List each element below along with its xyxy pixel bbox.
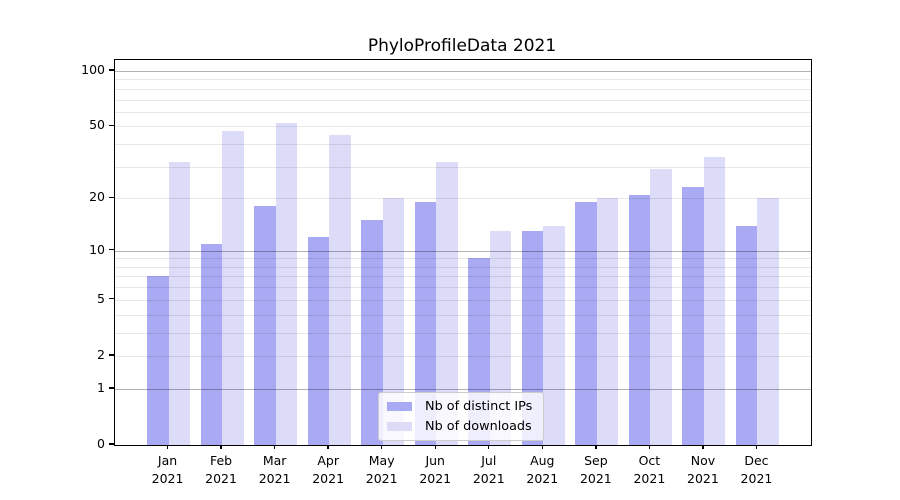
- x-tick-label: Jul 2021: [472, 453, 505, 486]
- bar-mar-ips: [254, 206, 276, 445]
- bar-may-ips: [361, 220, 383, 445]
- bar-mar-downloads: [275, 123, 298, 445]
- y-tick-label: 10: [89, 241, 105, 257]
- bar-nov-ips: [682, 187, 704, 445]
- x-tick-label: Jun 2021: [419, 453, 452, 486]
- y-tick-mark: [109, 248, 114, 251]
- y-tick-mark: [109, 69, 114, 71]
- x-tick-label: Apr 2021: [312, 453, 345, 486]
- major-gridline: [115, 70, 811, 72]
- y-tick-mark: [109, 443, 114, 445]
- minor-gridline: [115, 88, 811, 90]
- x-tick-mark: [327, 444, 329, 449]
- plot-area: Nb of distinct IPs Nb of downloads: [114, 59, 812, 446]
- x-tick-mark: [434, 444, 436, 449]
- bar-dec-downloads: [757, 198, 779, 445]
- x-tick-mark: [755, 444, 758, 449]
- x-tick-label: Oct 2021: [633, 453, 666, 486]
- minor-gridline: [115, 79, 811, 81]
- x-tick-mark: [648, 444, 651, 449]
- y-tick-label: 2: [97, 346, 105, 362]
- legend-row: Nb of distinct IPs: [387, 399, 534, 414]
- bar-oct-ips: [628, 194, 651, 445]
- bar-aug-downloads: [543, 225, 565, 445]
- y-tick-label: 0: [97, 436, 105, 451]
- y-tick-mark: [109, 354, 114, 356]
- bar-feb-downloads: [222, 131, 244, 445]
- legend-row: Nb of downloads: [387, 419, 534, 434]
- y-tick-mark: [109, 387, 114, 389]
- bar-apr-downloads: [329, 134, 351, 445]
- x-tick-label: Sep 2021: [579, 453, 612, 486]
- y-tick-mark: [109, 124, 114, 127]
- x-tick-mark: [702, 444, 704, 449]
- legend-label: Nb of distinct IPs: [425, 399, 533, 414]
- legend-swatch: [387, 422, 412, 431]
- y-tick-label: 100: [81, 61, 105, 77]
- x-tick-mark: [220, 444, 222, 449]
- minor-gridline: [115, 126, 811, 128]
- legend: Nb of distinct IPs Nb of downloads: [378, 392, 544, 441]
- bar-sep-downloads: [596, 198, 619, 445]
- x-tick-label: May 2021: [365, 453, 398, 486]
- bar-aug-ips: [521, 231, 544, 445]
- bar-sep-ips: [575, 202, 597, 445]
- x-tick-mark: [166, 444, 169, 449]
- y-tick-mark: [109, 298, 114, 300]
- y-tick-label: 1: [97, 379, 105, 395]
- minor-gridline: [115, 99, 811, 101]
- x-tick-label: Aug 2021: [526, 453, 559, 486]
- bar-jan-ips: [147, 276, 169, 445]
- x-tick-mark: [541, 444, 543, 449]
- minor-gridline: [115, 111, 811, 113]
- bar-jun-ips: [414, 202, 437, 445]
- bar-apr-ips: [307, 237, 330, 445]
- x-tick-label: Mar 2021: [258, 453, 291, 486]
- x-tick-label: Jan 2021: [151, 453, 184, 486]
- chart-title: PhyloProfileData 2021: [367, 36, 557, 56]
- legend-label: Nb of downloads: [425, 419, 532, 434]
- bar-dec-ips: [735, 225, 758, 445]
- x-tick-label: Nov 2021: [687, 453, 719, 486]
- bar-jul-downloads: [489, 231, 512, 445]
- x-tick-label: Feb 2021: [205, 453, 237, 486]
- legend-swatch: [387, 402, 412, 411]
- y-tick-label: 20: [89, 189, 105, 205]
- y-tick-label: 50: [89, 117, 105, 133]
- minor-gridline: [115, 144, 811, 146]
- bar-may-downloads: [382, 198, 405, 445]
- bar-jan-downloads: [168, 161, 191, 445]
- y-tick-mark: [109, 196, 114, 198]
- bar-nov-downloads: [703, 156, 726, 445]
- x-tick-label: Dec 2021: [740, 453, 773, 486]
- bar-jun-downloads: [436, 161, 458, 445]
- x-tick-mark: [273, 444, 276, 449]
- bar-oct-downloads: [650, 169, 672, 445]
- y-tick-label: 5: [97, 290, 105, 306]
- x-tick-mark: [488, 444, 490, 449]
- bar-feb-ips: [200, 243, 223, 445]
- x-tick-mark: [595, 444, 597, 449]
- x-tick-mark: [380, 444, 383, 449]
